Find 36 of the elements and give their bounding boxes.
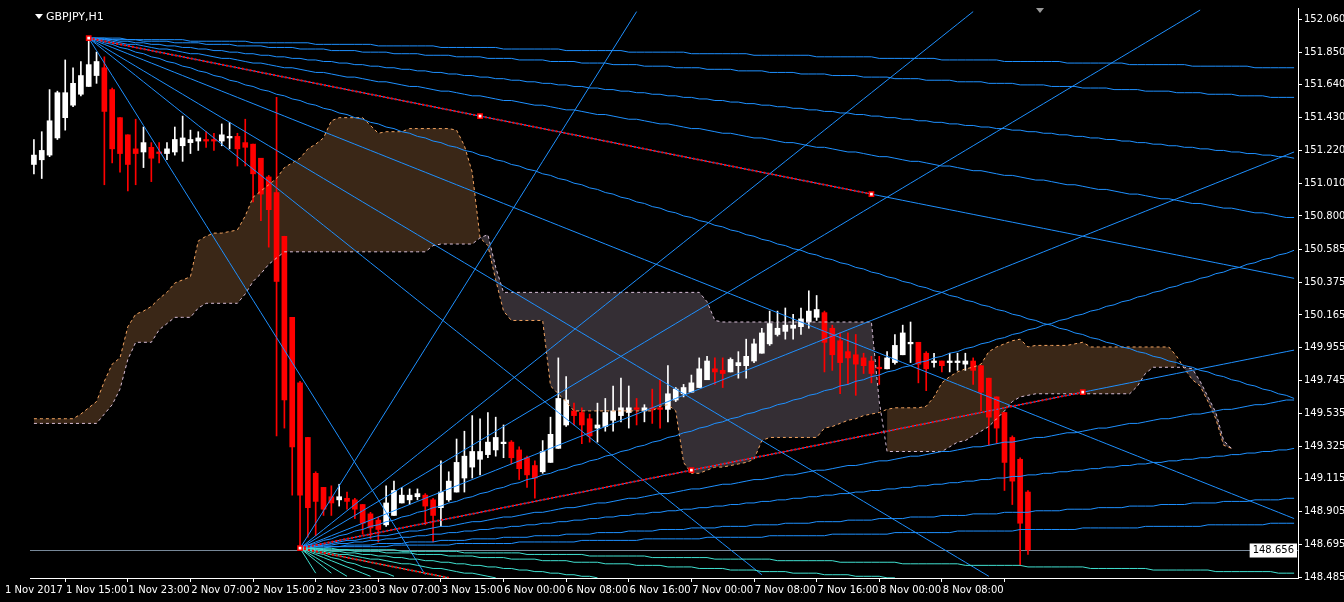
y-tick-label: 149.745 (1304, 374, 1344, 386)
x-tick-label: 7 Nov 16:00 (817, 583, 879, 595)
x-tick-label: 2 Nov 07:00 (191, 583, 253, 595)
x-tick-label: 8 Nov 08:00 (942, 583, 1004, 595)
y-tick-label: 148.485 (1304, 570, 1344, 582)
x-tick-label: 7 Nov 08:00 (754, 583, 816, 595)
x-tick-label: 1 Nov 15:00 (66, 583, 128, 595)
x-tick-label: 3 Nov 07:00 (379, 583, 441, 595)
y-tick-label: 148.905 (1304, 505, 1344, 517)
x-tick-label: 6 Nov 16:00 (629, 583, 691, 595)
y-tick-label: 149.325 (1304, 439, 1344, 451)
y-tick-label: 149.955 (1304, 341, 1344, 353)
y-tick-label: 151.640 (1304, 78, 1344, 90)
y-tick-label: 148.695 (1304, 537, 1344, 549)
y-tick-label: 151.850 (1304, 45, 1344, 57)
x-tick-label: 1 Nov 2017 (5, 583, 63, 595)
x-tick-label: 1 Nov 23:00 (128, 583, 190, 595)
y-tick-label: 152.060 (1304, 12, 1344, 24)
y-tick-label: 151.220 (1304, 144, 1344, 156)
y-tick-label: 150.165 (1304, 308, 1344, 320)
y-tick-label: 151.430 (1304, 111, 1344, 123)
x-tick-label: 6 Nov 00:00 (504, 583, 566, 595)
y-tick-label: 149.115 (1304, 472, 1344, 484)
x-tick-label: 3 Nov 15:00 (441, 583, 503, 595)
y-tick-label: 150.800 (1304, 209, 1344, 221)
chart-title: GBPJPY,H1 (46, 10, 104, 23)
y-tick-label: 150.375 (1304, 275, 1344, 287)
x-tick-label: 8 Nov 00:00 (880, 583, 942, 595)
y-tick-label: 149.535 (1304, 406, 1344, 418)
x-tick-label: 2 Nov 15:00 (253, 583, 315, 595)
x-tick-label: 6 Nov 08:00 (566, 583, 628, 595)
x-tick-label: 2 Nov 23:00 (316, 583, 378, 595)
x-tick-label: 7 Nov 00:00 (692, 583, 754, 595)
y-tick-label: 150.585 (1304, 243, 1344, 255)
ref-line-label: 148.656 (1252, 544, 1295, 556)
y-tick-label: 151.010 (1304, 176, 1344, 188)
